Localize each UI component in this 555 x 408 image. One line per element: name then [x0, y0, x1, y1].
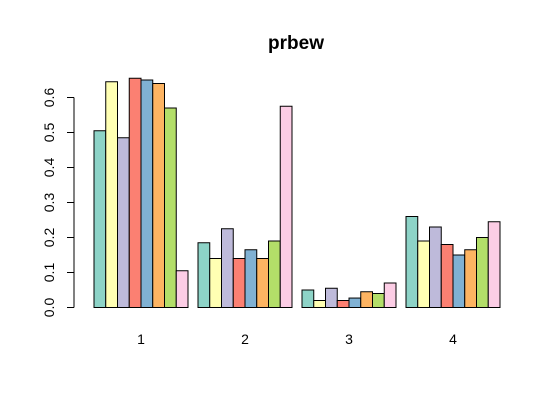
bar-1-7 [164, 107, 177, 308]
bars-group [93, 77, 501, 308]
x-axis-labels: 1 2 3 4 [137, 331, 457, 347]
bar-2-8 [279, 105, 293, 308]
bar-2-2 [209, 258, 222, 308]
y-tick-label: 0.5 [41, 123, 57, 143]
bar-3-5 [348, 297, 362, 308]
bar-2-6 [256, 258, 269, 308]
y-tick-label: 0.0 [41, 298, 57, 318]
bar-4-4 [440, 244, 454, 308]
bar-4-2 [417, 240, 430, 308]
y-tick-label: 0.2 [41, 228, 57, 248]
bar-2-7 [268, 240, 281, 308]
y-tick-label: 0.4 [41, 158, 57, 178]
y-tick-label: 0.1 [41, 263, 57, 283]
bar-3-4 [336, 300, 350, 308]
bar-4-6 [464, 249, 477, 308]
x-category-label: 2 [241, 331, 249, 347]
y-tick-label: 0.6 [41, 88, 57, 108]
bar-4-3 [429, 226, 442, 308]
y-tick-label: 0.3 [41, 193, 57, 213]
x-category-label: 4 [449, 331, 457, 347]
bar-3-7 [372, 293, 385, 308]
bar-2-4 [232, 258, 246, 308]
bar-4-5 [452, 254, 466, 308]
bar-1-8 [175, 270, 189, 308]
bar-3-3 [325, 287, 338, 308]
bar-1-5 [140, 79, 154, 308]
bar-3-2 [313, 300, 326, 308]
x-category-label: 1 [137, 331, 145, 347]
bar-2-3 [221, 228, 234, 308]
chart-title: prbew [268, 33, 324, 54]
bar-1-3 [117, 137, 130, 308]
bar-3-1 [301, 289, 315, 308]
bar-1-2 [105, 81, 118, 308]
bar-3-6 [360, 291, 373, 308]
bar-2-5 [244, 249, 258, 308]
bar-4-8 [487, 221, 501, 308]
bar-4-1 [405, 216, 419, 308]
bar-2-1 [197, 242, 211, 308]
bar-1-6 [152, 83, 165, 308]
x-category-label: 3 [345, 331, 353, 347]
bar-1-1 [93, 130, 107, 308]
y-axis: 0.0 0.1 0.2 0.3 0.4 0.5 0.6 [41, 88, 75, 318]
bar-1-4 [128, 77, 142, 308]
bar-3-8 [383, 282, 397, 308]
bar-4-7 [476, 237, 489, 308]
